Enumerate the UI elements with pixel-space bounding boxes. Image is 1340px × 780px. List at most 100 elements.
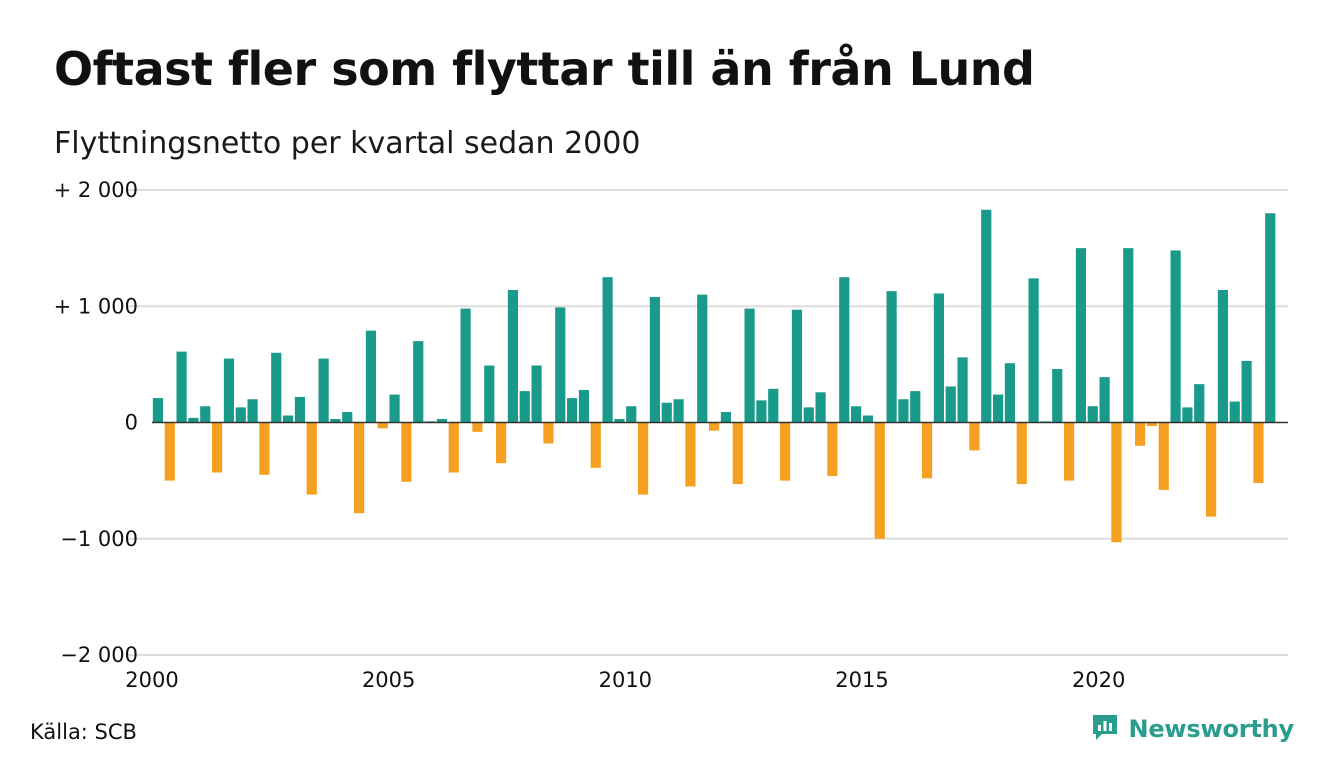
bar-2007-Q2	[496, 422, 507, 464]
bar-2007-Q4	[519, 391, 530, 423]
bar-2022-Q4	[1229, 401, 1240, 423]
bar-2013-Q4	[803, 407, 814, 423]
bar-2022-Q3	[1217, 289, 1229, 423]
bar-2001-Q4	[235, 407, 246, 423]
bar-2003-Q1	[294, 396, 306, 423]
bar-2007-Q3	[507, 289, 519, 423]
bar-2009-Q2	[590, 422, 601, 468]
bar-2005-Q2	[401, 422, 412, 482]
bar-2014-Q4	[851, 406, 862, 423]
bar-2023-Q3	[1265, 213, 1276, 423]
bar-2000-Q2	[164, 422, 175, 481]
bar-2013-Q1	[768, 388, 779, 423]
bar-2018-Q1	[1004, 363, 1016, 423]
bar-2004-Q1	[342, 412, 353, 423]
bar-2016-Q1	[910, 391, 921, 423]
bar-2004-Q4	[377, 422, 388, 429]
bar-2008-Q4	[567, 398, 578, 423]
bar-2005-Q1	[389, 394, 400, 423]
bar-2006-Q1	[436, 419, 448, 423]
y-tick-label: −1 000	[60, 527, 138, 551]
bar-2016-Q2	[922, 422, 933, 479]
bar-2015-Q2	[874, 422, 885, 539]
bar-2015-Q4	[898, 399, 909, 423]
bar-2011-Q3	[697, 294, 708, 423]
bar-2002-Q3	[271, 352, 282, 423]
x-tick-label: 2020	[1072, 668, 1125, 692]
bar-2003-Q2	[306, 422, 317, 495]
bar-2009-Q3	[602, 277, 613, 423]
bar-2014-Q3	[839, 277, 850, 423]
y-tick-label: + 1 000	[54, 294, 138, 318]
bar-2003-Q4	[330, 419, 341, 423]
bar-2019-Q3	[1075, 248, 1087, 423]
bar-2017-Q1	[957, 357, 968, 423]
bar-2010-Q3	[649, 296, 661, 423]
grid-lines	[126, 189, 1288, 656]
bar-2012-Q3	[744, 308, 755, 423]
bar-2011-Q1	[673, 399, 684, 423]
bar-2022-Q2	[1206, 422, 1217, 517]
brand-name: Newsworthy	[1128, 715, 1294, 743]
bar-2021-Q1	[1146, 422, 1158, 426]
x-tick-label: 2005	[362, 668, 415, 692]
x-tick-label: 2010	[599, 668, 652, 692]
y-tick-label: + 2 000	[54, 178, 138, 202]
bar-2002-Q1	[247, 399, 258, 423]
bar-2008-Q2	[543, 422, 554, 444]
bar-2010-Q4	[661, 402, 672, 423]
bar-2021-Q4	[1182, 407, 1193, 423]
bar-2010-Q2	[638, 422, 649, 495]
bar-2002-Q2	[259, 422, 270, 475]
x-tick-label: 2015	[835, 668, 888, 692]
chart-title: Oftast fler som flyttar till än från Lun…	[54, 42, 1035, 96]
bar-2008-Q1	[531, 365, 542, 423]
bar-2013-Q3	[791, 309, 803, 423]
bar-2003-Q3	[318, 358, 329, 423]
bar-2019-Q1	[1052, 369, 1063, 423]
y-axis-labels: + 2 000 + 1 000 0 −1 000 −2 000	[54, 178, 138, 667]
bar-2000-Q3	[176, 351, 187, 423]
bar-2000-Q1	[152, 398, 164, 423]
bar-2004-Q3	[365, 330, 377, 423]
bar-2022-Q1	[1194, 384, 1205, 423]
bar-2001-Q2	[212, 422, 223, 473]
bar-2011-Q4	[709, 422, 720, 431]
bar-2010-Q1	[626, 406, 637, 423]
bar-2021-Q2	[1158, 422, 1169, 490]
bar-2007-Q1	[484, 365, 495, 423]
bar-2020-Q4	[1135, 422, 1146, 446]
bar-2011-Q2	[685, 422, 696, 487]
bar-2015-Q3	[886, 291, 897, 423]
bars	[152, 209, 1276, 543]
bar-2012-Q4	[756, 400, 767, 423]
bar-2016-Q3	[933, 293, 945, 423]
bar-2017-Q2	[969, 422, 980, 451]
bar-2008-Q3	[555, 307, 566, 423]
bar-2012-Q2	[732, 422, 743, 485]
bar-2000-Q4	[188, 417, 199, 423]
y-tick-label: −2 000	[60, 643, 138, 667]
bar-2006-Q3	[460, 308, 471, 423]
bar-2023-Q1	[1241, 360, 1252, 423]
bar-2018-Q2	[1016, 422, 1027, 485]
bar-2017-Q4	[993, 394, 1004, 423]
bar-2012-Q1	[720, 412, 732, 423]
bar-2023-Q2	[1253, 422, 1264, 483]
bar-2018-Q3	[1028, 278, 1039, 423]
chart-subtitle: Flyttningsnetto per kvartal sedan 2000	[54, 126, 641, 161]
bar-2019-Q2	[1064, 422, 1075, 481]
bar-2006-Q4	[472, 422, 483, 432]
bar-2020-Q1	[1099, 377, 1110, 423]
bar-2020-Q2	[1111, 422, 1122, 543]
bar-2014-Q2	[827, 422, 838, 476]
bar-2015-Q1	[862, 415, 874, 423]
bar-2009-Q1	[578, 389, 590, 423]
bar-2017-Q3	[981, 209, 992, 423]
bar-2006-Q2	[448, 422, 459, 473]
y-tick-label: 0	[125, 411, 138, 435]
x-tick-label: 2000	[125, 668, 178, 692]
bar-2004-Q2	[354, 422, 365, 514]
bar-2020-Q3	[1123, 248, 1134, 423]
bar-2021-Q3	[1170, 250, 1181, 423]
